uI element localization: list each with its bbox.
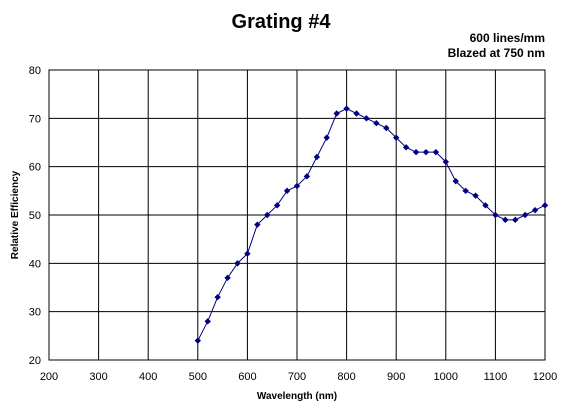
data-point <box>204 318 211 325</box>
y-tick-label: 70 <box>29 113 41 125</box>
x-tick-label: 700 <box>288 371 306 383</box>
x-tick-label: 400 <box>139 371 157 383</box>
x-tick-label: 1200 <box>533 371 557 383</box>
data-point <box>442 158 449 166</box>
x-tick-label: 800 <box>337 371 355 383</box>
chart-title: Grating #4 <box>232 11 332 33</box>
x-tick-label: 900 <box>387 371 405 383</box>
data-point <box>373 119 380 127</box>
data-point <box>393 134 400 141</box>
data-point <box>194 337 201 344</box>
data-series <box>194 105 549 344</box>
data-point <box>244 250 251 257</box>
data-point <box>482 202 489 209</box>
x-tick-label: 300 <box>89 371 107 383</box>
data-point <box>333 110 340 117</box>
data-point <box>512 216 519 224</box>
data-point <box>462 187 469 195</box>
tick-labels: 200 300 400 500 600 700 800 900 1000 1100 1200 20 30… <box>29 65 557 383</box>
data-point <box>273 202 281 209</box>
data-point <box>214 293 221 301</box>
chart-subtitle-line-2: Blazed at 750 nm <box>448 46 545 60</box>
y-tick-label: 20 <box>29 355 41 367</box>
x-axis-label: Wavelength (nm) <box>257 391 337 402</box>
y-axis-label: Relative Efficiency <box>10 170 21 259</box>
data-point <box>541 202 549 209</box>
data-point <box>303 173 311 180</box>
data-point <box>363 115 370 122</box>
data-point <box>472 192 479 199</box>
plot-frame <box>48 69 546 361</box>
data-point <box>402 144 410 151</box>
y-tick-label: 80 <box>29 65 41 77</box>
data-point <box>412 148 420 156</box>
data-point <box>343 105 350 112</box>
y-tick-label: 40 <box>29 258 41 270</box>
data-point <box>234 260 241 267</box>
data-point <box>224 274 231 282</box>
data-point <box>502 216 509 224</box>
x-tick-label: 1000 <box>434 371 458 383</box>
data-point <box>432 148 440 156</box>
chart-subtitle-line-1: 600 lines/mm <box>470 31 545 45</box>
data-point <box>313 153 321 161</box>
data-point <box>254 221 261 228</box>
data-point <box>264 211 271 219</box>
y-tick-label: 60 <box>29 162 41 174</box>
data-point <box>422 148 430 156</box>
x-tick-label: 500 <box>189 371 207 383</box>
y-tick-label: 50 <box>29 210 41 222</box>
data-point <box>492 211 499 219</box>
data-point <box>353 110 360 117</box>
data-point <box>283 187 291 195</box>
data-point <box>383 124 390 132</box>
x-tick-label: 200 <box>40 371 58 383</box>
y-tick-label: 30 <box>29 307 41 319</box>
x-tick-label: 600 <box>238 371 256 383</box>
grid <box>48 69 546 361</box>
data-point <box>531 206 539 214</box>
data-point <box>323 134 330 141</box>
data-point <box>293 182 301 190</box>
data-point <box>452 177 459 185</box>
x-tick-label: 1100 <box>484 371 508 383</box>
data-point <box>521 211 529 219</box>
series-line <box>197 108 546 341</box>
